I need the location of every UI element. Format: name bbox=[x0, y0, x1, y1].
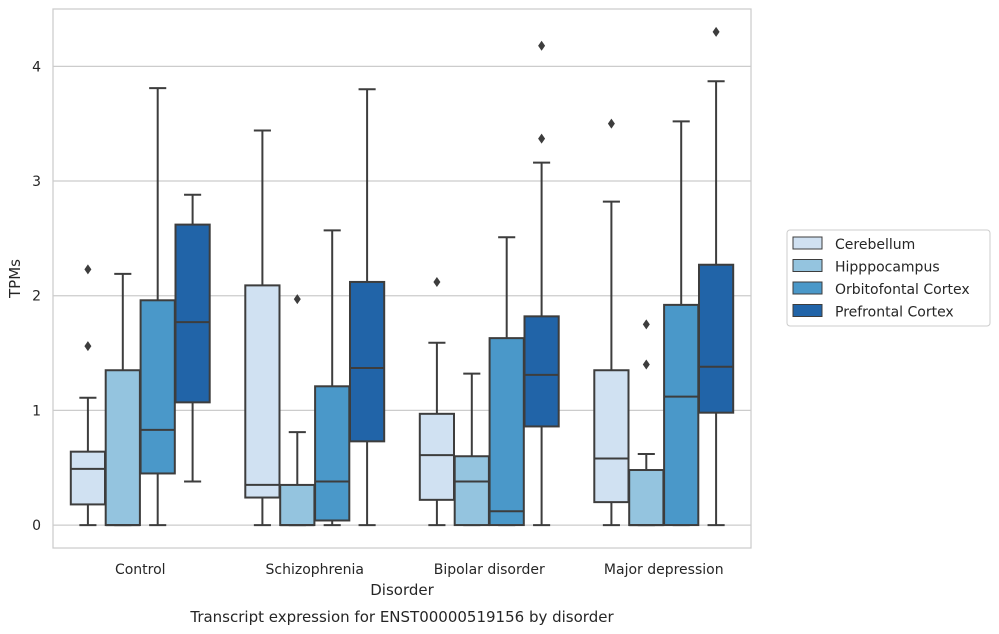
iqr-box bbox=[488, 337, 525, 527]
legend-swatch bbox=[792, 304, 823, 317]
box-0-1 bbox=[244, 129, 281, 527]
legend-label: Hipppocampus bbox=[835, 260, 940, 276]
outlier-point bbox=[607, 118, 615, 129]
box-3-1 bbox=[348, 88, 386, 527]
y-tick-label: 0 bbox=[32, 518, 41, 534]
box-layer bbox=[69, 26, 735, 527]
x-tick-label: Major depression bbox=[604, 562, 724, 578]
box-2-1 bbox=[314, 229, 351, 527]
iqr-box bbox=[523, 315, 560, 428]
iqr-box bbox=[628, 469, 665, 527]
iqr-box bbox=[104, 369, 141, 527]
box-3-2 bbox=[523, 40, 560, 527]
iqr-box bbox=[663, 303, 700, 527]
legend-label: Orbitofontal Cortex bbox=[835, 282, 970, 298]
legend-frame bbox=[786, 229, 991, 327]
box-1-1 bbox=[279, 294, 316, 527]
outlier-point bbox=[642, 359, 650, 370]
legend-swatch bbox=[792, 236, 823, 250]
x-axis-label: Disorder bbox=[370, 581, 434, 599]
outlier-point bbox=[433, 276, 441, 287]
legend-swatch bbox=[792, 281, 823, 295]
legend-label: Cerebellum bbox=[835, 237, 915, 253]
outlier-point bbox=[293, 294, 301, 305]
box-3-3 bbox=[697, 26, 735, 527]
outlier-point bbox=[84, 264, 92, 275]
x-tick-label: Control bbox=[115, 562, 166, 578]
box-1-2 bbox=[453, 372, 490, 527]
iqr-box bbox=[279, 483, 316, 527]
outlier-point bbox=[712, 26, 720, 37]
iqr-box bbox=[593, 369, 630, 504]
iqr-box bbox=[139, 299, 176, 475]
outlier-point bbox=[538, 133, 546, 144]
box-1-0 bbox=[104, 272, 141, 527]
box-3-0 bbox=[174, 193, 211, 483]
box-2-3 bbox=[663, 120, 700, 527]
x-tick-label: Bipolar disorder bbox=[434, 562, 545, 578]
outlier-point bbox=[642, 319, 650, 330]
iqr-box bbox=[244, 284, 281, 499]
box-0-2 bbox=[418, 276, 456, 527]
outlier-point bbox=[84, 341, 92, 352]
chart-title: Transcript expression for ENST0000051915… bbox=[189, 608, 614, 626]
legend-swatch bbox=[792, 259, 823, 272]
y-tick-label: 1 bbox=[32, 403, 41, 419]
plot-frame bbox=[52, 8, 752, 549]
iqr-box bbox=[174, 223, 211, 404]
y-axis-label: TPMs bbox=[6, 259, 24, 299]
box-2-2 bbox=[488, 236, 525, 527]
x-tick-label: Schizophrenia bbox=[266, 562, 364, 578]
legend: Cerebellum Hipppocampus Orbitofontal Corte… bbox=[786, 229, 991, 327]
iqr-box bbox=[418, 412, 456, 501]
box-0-3 bbox=[593, 118, 630, 527]
iqr-box bbox=[697, 263, 735, 414]
box-2-0 bbox=[139, 87, 176, 527]
legend-label: Prefrontal Cortex bbox=[835, 305, 954, 321]
y-tick-label: 2 bbox=[32, 289, 41, 305]
iqr-box bbox=[453, 455, 490, 527]
y-tick-label: 4 bbox=[32, 59, 41, 75]
tick-layer: 0 1 2 3 4 Control Schizophrenia Bipolar disorde… bbox=[32, 59, 724, 578]
outlier-point bbox=[538, 40, 546, 51]
iqr-box bbox=[314, 385, 351, 522]
iqr-box bbox=[69, 450, 107, 506]
box-0-0 bbox=[69, 264, 107, 527]
box-1-3 bbox=[628, 319, 665, 527]
iqr-box bbox=[348, 280, 386, 443]
y-tick-label: 3 bbox=[32, 174, 41, 190]
